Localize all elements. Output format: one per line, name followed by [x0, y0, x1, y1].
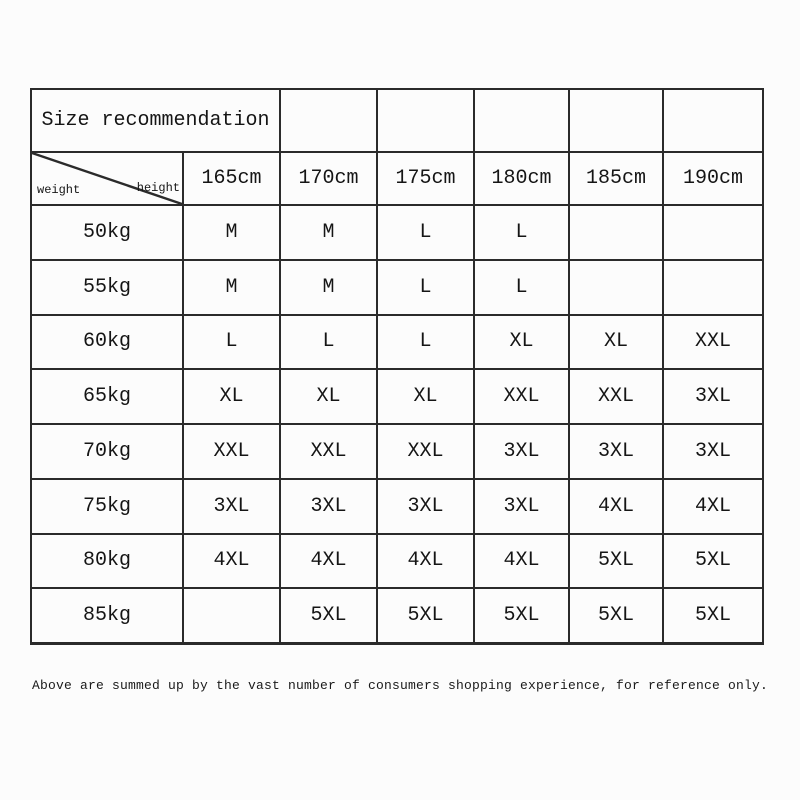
height-column-header: 185cm [568, 151, 665, 206]
corner-weight-label: weight [37, 183, 81, 197]
height-column-header: 190cm [662, 151, 765, 206]
table-row: 70kg XXL XXL XXL 3XL 3XL 3XL [30, 423, 765, 480]
size-cell: XL [181, 368, 282, 425]
size-cell: 4XL [279, 532, 379, 590]
weight-row-label: 85kg [30, 587, 184, 645]
empty-header-cell [279, 88, 379, 153]
size-cell: L [376, 258, 476, 316]
size-cell: 4XL [662, 477, 765, 535]
table-row: 55kg M M L L [30, 258, 765, 316]
size-cell: 4XL [376, 532, 476, 590]
size-cell [568, 258, 665, 316]
header-row: weight height 165cm 170cm 175cm 180cm 18… [30, 151, 765, 206]
diagonal-line-icon [32, 153, 182, 204]
size-cell: 5XL [376, 587, 476, 645]
table-row: 50kg M M L L [30, 204, 765, 261]
table-row: 65kg XL XL XL XXL XXL 3XL [30, 368, 765, 425]
empty-header-cell [473, 88, 571, 153]
size-cell: 3XL [662, 368, 765, 425]
size-cell: XXL [568, 368, 665, 425]
table-row: 85kg 5XL 5XL 5XL 5XL 5XL [30, 587, 765, 645]
size-cell: L [376, 204, 476, 261]
title-row: Size recommendation [29, 88, 765, 153]
size-cell: M [279, 258, 379, 316]
size-cell [568, 204, 665, 261]
size-cell: XL [473, 313, 571, 371]
size-cell: M [181, 204, 282, 261]
table-row: 60kg L L L XL XL XXL [30, 313, 765, 371]
size-cell: XXL [473, 368, 571, 425]
empty-header-cell [376, 88, 476, 153]
size-cell: 3XL [181, 477, 282, 535]
size-cell: 3XL [568, 423, 665, 480]
size-cell: 3XL [279, 477, 379, 535]
height-column-header: 170cm [279, 151, 379, 206]
size-cell: XXL [279, 423, 379, 480]
size-cell: M [279, 204, 379, 261]
size-cell: 3XL [662, 423, 765, 480]
size-cell: 4XL [568, 477, 665, 535]
size-cell: L [279, 313, 379, 371]
weight-row-label: 80kg [30, 532, 184, 590]
size-cell [181, 587, 282, 645]
size-cell: L [473, 258, 571, 316]
size-cell: 4XL [473, 532, 571, 590]
empty-header-cell [568, 88, 665, 153]
height-column-header: 175cm [376, 151, 476, 206]
size-cell: XXL [376, 423, 476, 480]
size-cell: XXL [662, 313, 765, 371]
height-column-header: 165cm [181, 151, 282, 206]
size-cell: XL [376, 368, 476, 425]
size-cell [662, 204, 765, 261]
size-cell: 5XL [279, 587, 379, 645]
table-title: Size recommendation [29, 88, 282, 153]
weight-row-label: 60kg [30, 313, 184, 371]
size-cell: L [473, 204, 571, 261]
size-cell: 5XL [568, 532, 665, 590]
weight-row-label: 70kg [30, 423, 184, 480]
disclaimer-text: Above are summed up by the vast number o… [31, 678, 769, 693]
size-cell: 5XL [662, 587, 765, 645]
size-cell: XL [568, 313, 665, 371]
corner-cell: weight height [30, 151, 184, 206]
size-cell: 4XL [181, 532, 282, 590]
size-cell: 3XL [473, 423, 571, 480]
size-recommendation-table: Size recommendation weight height 165cm … [29, 88, 765, 645]
size-cell: 3XL [376, 477, 476, 535]
height-column-header: 180cm [473, 151, 571, 206]
size-cell: 5XL [473, 587, 571, 645]
size-cell: 5XL [662, 532, 765, 590]
weight-row-label: 65kg [30, 368, 184, 425]
corner-height-label: height [136, 181, 180, 195]
size-cell: L [376, 313, 476, 371]
weight-row-label: 75kg [30, 477, 184, 535]
size-cell: 5XL [568, 587, 665, 645]
size-cell: M [181, 258, 282, 316]
size-cell: XXL [181, 423, 282, 480]
size-cell: 3XL [473, 477, 571, 535]
empty-header-cell [662, 88, 765, 153]
size-cell: XL [279, 368, 379, 425]
size-cell: L [181, 313, 282, 371]
size-cell [662, 258, 765, 316]
weight-row-label: 55kg [30, 258, 184, 316]
table-row: 75kg 3XL 3XL 3XL 3XL 4XL 4XL [30, 477, 765, 535]
weight-row-label: 50kg [30, 204, 184, 261]
table-row: 80kg 4XL 4XL 4XL 4XL 5XL 5XL [30, 532, 765, 590]
